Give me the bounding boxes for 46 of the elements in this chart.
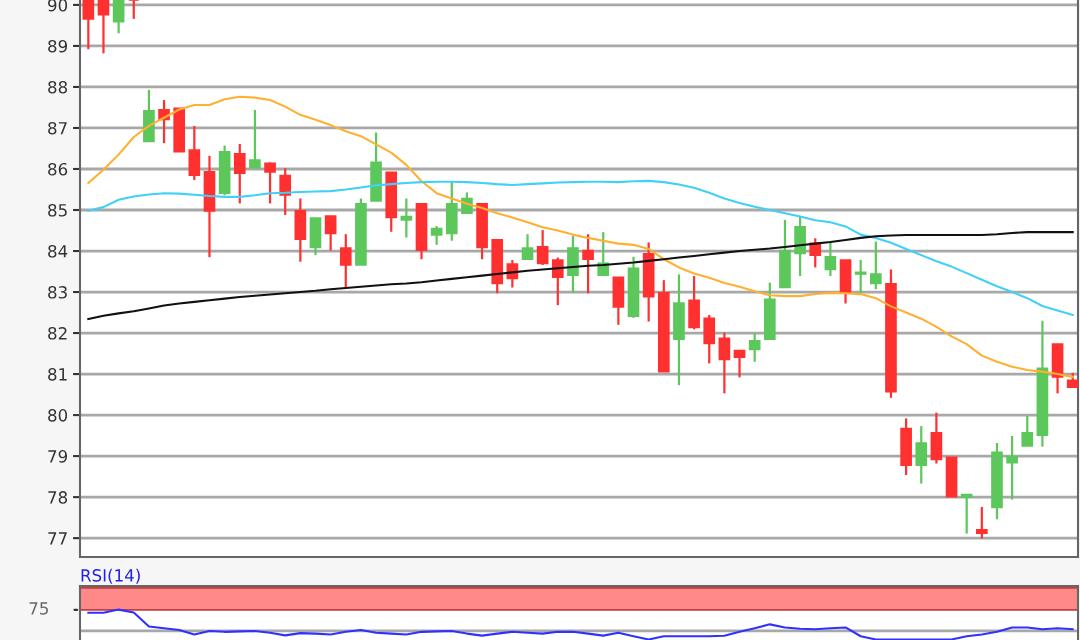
candlestick — [582, 233, 594, 295]
candlestick — [233, 142, 246, 205]
candlestick — [536, 228, 549, 267]
candlestick — [127, 0, 140, 20]
candlestick — [809, 237, 822, 269]
candlestick — [718, 331, 731, 395]
candlestick — [249, 108, 261, 169]
candlestick — [915, 425, 928, 485]
candlestick — [112, 0, 125, 35]
chart-title: RSI(14) — [81, 568, 140, 584]
candlestick — [97, 0, 110, 55]
y-tick-label: 78 — [48, 491, 68, 504]
candlestick — [551, 256, 564, 307]
y-tick-label: 87 — [48, 121, 67, 135]
text: 75 — [29, 602, 48, 615]
candlestick — [854, 258, 867, 295]
y-tick-label: 79 — [48, 450, 68, 463]
y-tick-label: 86 — [48, 162, 68, 176]
y-tick-label: 82 — [48, 327, 67, 340]
candlestick — [1006, 434, 1018, 501]
candlestick — [324, 215, 337, 252]
y-tick-label: 88 — [48, 80, 68, 94]
candlestick — [400, 197, 413, 239]
candlestick — [430, 224, 443, 246]
candlestick — [279, 167, 292, 217]
candlestick — [733, 349, 746, 379]
candlestick — [748, 332, 761, 363]
candlestick — [1021, 414, 1034, 447]
y-tick-label: 83 — [48, 286, 67, 299]
y-tick-label: 77 — [48, 532, 67, 545]
y-tick-label: 89 — [48, 39, 68, 53]
candlestick — [82, 0, 95, 51]
y-tick-label: 84 — [48, 244, 68, 258]
y-tick-label: 85 — [48, 203, 67, 217]
line-series — [87, 95, 1074, 378]
candlestick — [824, 240, 837, 278]
line-series — [87, 231, 1074, 321]
y-tick-label: 80 — [48, 409, 68, 422]
candlestick — [976, 505, 988, 540]
candlestick — [960, 493, 973, 535]
candlestick — [521, 233, 534, 261]
candlestick — [264, 161, 276, 205]
y-tick-label: 81 — [48, 368, 67, 381]
candlestick — [339, 233, 352, 289]
candlestick — [597, 231, 610, 277]
candlestick — [869, 240, 882, 291]
